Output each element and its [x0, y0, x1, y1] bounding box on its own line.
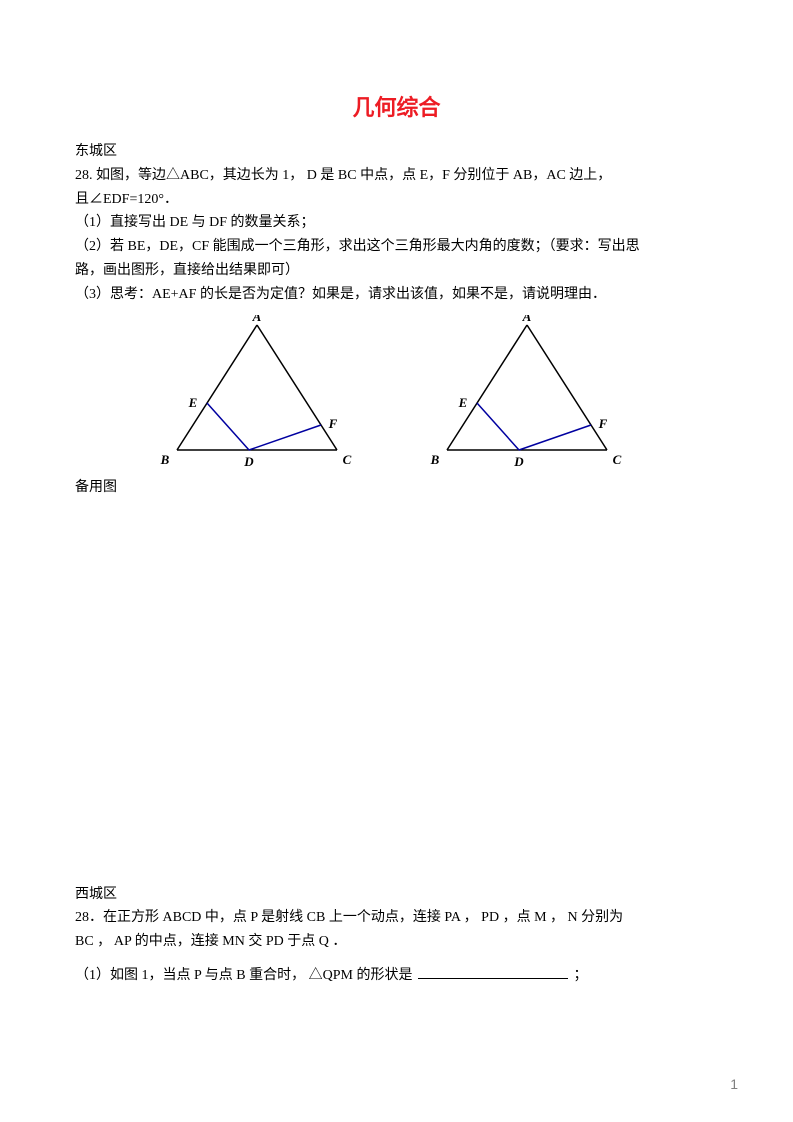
vertex-label-C: C — [342, 452, 351, 467]
vertex-label-E: E — [187, 395, 197, 410]
backup-figure-label: 备用图 — [75, 476, 718, 496]
problem-28-line-1: 28. 如图，等边△ABC，其边长为 1， D 是 BC 中点，点 E，F 分别… — [75, 164, 718, 188]
fill-in-blank[interactable] — [418, 978, 568, 979]
problem-28-sub-2a: （2）若 BE，DE，CF 能围成一个三角形，求出这个三角形最大内角的度数；（要… — [75, 235, 718, 259]
figure-row: A B C D E F A B C D E F — [75, 315, 718, 470]
region-2-label: 西城区 — [75, 883, 718, 907]
edge-ED — [477, 403, 519, 450]
edge-DF — [519, 425, 591, 450]
problem-28b-q1: （1）如图 1，当点 P 与点 B 重合时， △QPM 的形状是 ； — [75, 964, 718, 988]
region-1-label: 东城区 — [75, 140, 718, 164]
triangle-diagram-right: A B C D E F — [427, 315, 637, 470]
problem-28b-line-2: BC ， AP 的中点，连接 MN 交 PD 于点 Q ． — [75, 930, 718, 954]
q1-prefix: （1）如图 1，当点 P 与点 B 重合时， △QPM 的形状是 — [75, 968, 412, 983]
problem-28-sub-1: （1）直接写出 DE 与 DF 的数量关系； — [75, 211, 718, 235]
edge-CA — [527, 325, 607, 450]
page-number: 1 — [730, 1076, 738, 1092]
vertex-label-D: D — [243, 454, 254, 469]
page: 几何综合 东城区 28. 如图，等边△ABC，其边长为 1， D 是 BC 中点… — [0, 0, 793, 1122]
vertex-label-F: F — [597, 416, 607, 431]
vertex-label-F: F — [327, 416, 337, 431]
vertex-label-A: A — [251, 315, 261, 324]
problem-28-sub-2b: 路，画出图形，直接给出结果即可） — [75, 259, 718, 283]
vertex-label-D: D — [513, 454, 524, 469]
edge-DF — [249, 425, 321, 450]
vertex-label-B: B — [429, 452, 439, 467]
vertex-label-C: C — [612, 452, 621, 467]
blank-space — [75, 498, 718, 883]
edge-AB — [447, 325, 527, 450]
section-1: 东城区 28. 如图，等边△ABC，其边长为 1， D 是 BC 中点，点 E，… — [75, 140, 718, 307]
vertex-label-E: E — [457, 395, 467, 410]
problem-28b-line-1: 28．在正方形 ABCD 中，点 P 是射线 CB 上一个动点，连接 PA ， … — [75, 906, 718, 930]
problem-28-line-2: 且∠EDF=120°． — [75, 188, 718, 212]
edge-CA — [257, 325, 337, 450]
vertex-label-A: A — [521, 315, 531, 324]
problem-28-sub-3: （3）思考：AE+AF 的长是否为定值？如果是，请求出该值，如果不是，请说明理由… — [75, 283, 718, 307]
vertex-label-B: B — [159, 452, 169, 467]
section-2: 西城区 28．在正方形 ABCD 中，点 P 是射线 CB 上一个动点，连接 P… — [75, 883, 718, 988]
page-title: 几何综合 — [75, 90, 718, 122]
edge-ED — [207, 403, 249, 450]
q1-suffix: ； — [573, 968, 587, 983]
triangle-diagram-left: A B C D E F — [157, 315, 367, 470]
edge-AB — [177, 325, 257, 450]
